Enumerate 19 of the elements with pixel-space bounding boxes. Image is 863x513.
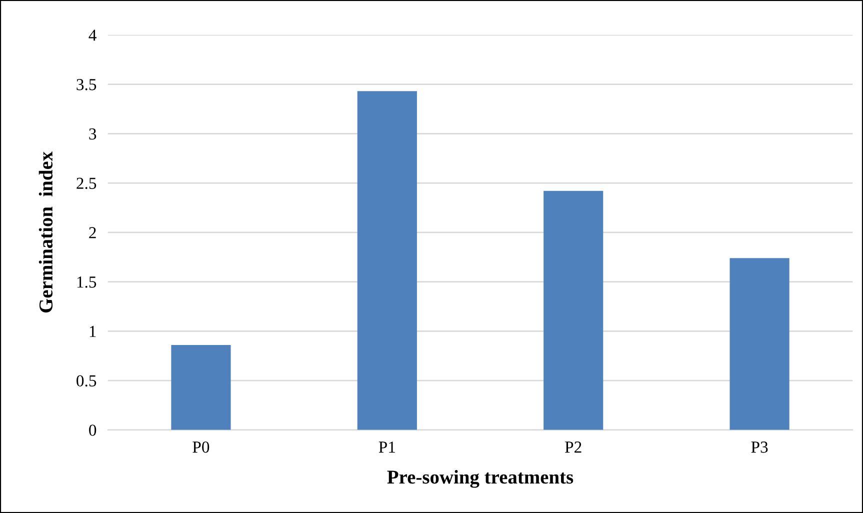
y-tick-label: 2.5 xyxy=(76,178,96,190)
x-axis-title: Pre-sowing treatments xyxy=(387,470,574,488)
x-tick-label: P0 xyxy=(192,441,210,453)
y-tick-label: 1.5 xyxy=(77,276,96,288)
x-tick-label: P2 xyxy=(565,442,582,453)
bar xyxy=(171,344,231,430)
bar xyxy=(730,258,790,430)
y-tick-label: 2 xyxy=(89,227,96,238)
y-tick-label: 1 xyxy=(90,326,96,337)
y-tick-label: 4 xyxy=(88,30,97,41)
y-tick-label: 3.5 xyxy=(76,79,96,90)
y-axis-title: Germination index xyxy=(38,151,53,312)
bar xyxy=(357,91,417,430)
x-tick-label: P1 xyxy=(378,442,395,453)
bar xyxy=(544,190,604,430)
y-tick-label: 0 xyxy=(89,424,96,436)
x-tick-label: P3 xyxy=(751,442,768,453)
y-tick-label: 0.5 xyxy=(76,375,96,387)
y-tick-label: 3 xyxy=(89,128,96,140)
